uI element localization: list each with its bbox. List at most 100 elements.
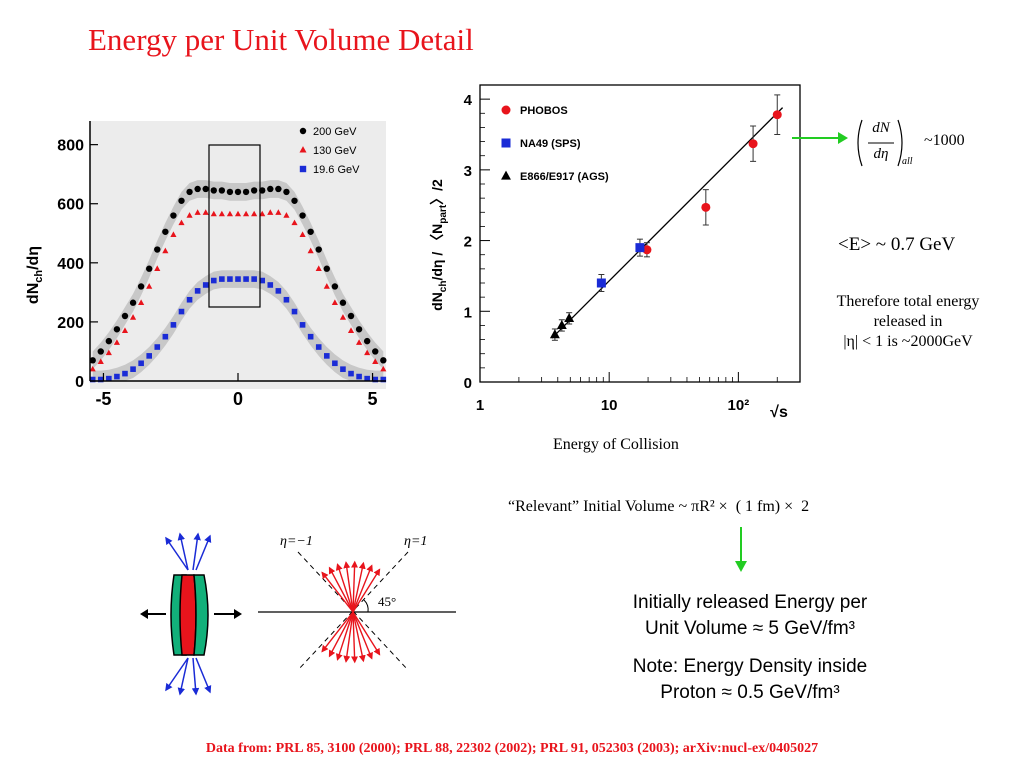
- data-point: [291, 197, 298, 204]
- data-point: [170, 322, 177, 328]
- data-point: [340, 366, 346, 372]
- data-point: [355, 326, 363, 333]
- data-point: [323, 265, 330, 272]
- particle-arrow: [343, 561, 354, 613]
- eta-plus1-label: η=1: [404, 534, 428, 549]
- particle-arrow: [328, 611, 354, 658]
- data-point: [347, 312, 355, 320]
- data-point: [113, 326, 121, 333]
- data-point: [243, 276, 249, 282]
- left-plot-frame-bg: [90, 121, 386, 389]
- particle-arrow: [352, 611, 381, 656]
- data-point: [324, 353, 330, 359]
- data-point: [105, 349, 112, 356]
- data-point: [635, 243, 645, 253]
- data-point: [315, 265, 322, 271]
- green-arrow-right: [792, 132, 848, 144]
- data-point: [194, 185, 201, 193]
- data-point: [259, 187, 266, 194]
- data-point: [210, 210, 217, 217]
- legend-label: 200 GeV: [313, 126, 357, 138]
- result-line3: Note: Energy Density inside: [632, 656, 868, 677]
- data-point: [331, 283, 339, 290]
- data-point: [106, 375, 112, 382]
- data-point: [275, 209, 282, 215]
- fit-line: [551, 107, 784, 339]
- particle-arrow: [328, 566, 354, 613]
- particle-arrow: [335, 611, 354, 661]
- data-point: [372, 348, 379, 355]
- result-line1: Initially released Energy per: [632, 592, 868, 613]
- formula-denominator: dη: [873, 146, 889, 162]
- formula-numerator: dN: [872, 120, 890, 136]
- data-point: [748, 139, 758, 149]
- data-point: [218, 187, 226, 194]
- data-point: [251, 276, 257, 282]
- x-tick-label: 0: [233, 389, 243, 409]
- legend-label: 130 GeV: [313, 145, 357, 157]
- data-point: [146, 353, 152, 359]
- legend-label: E866/E917 (AGS): [520, 171, 609, 183]
- data-point: [299, 231, 306, 237]
- data-point: [372, 358, 379, 365]
- data-point: [146, 265, 153, 272]
- volume-note: “Relevant” Initial Volume ~ πR² × ( 1 fm…: [508, 498, 810, 515]
- data-point: [138, 360, 144, 367]
- data-source-footer: Data from: PRL 85, 3100 (2000); PRL 88, …: [205, 741, 819, 756]
- legend-marker: [501, 170, 511, 180]
- data-point: [267, 282, 274, 288]
- x-tick-label: 5: [368, 389, 378, 409]
- data-point: [380, 357, 387, 364]
- data-point: [138, 299, 145, 305]
- data-point: [137, 283, 145, 290]
- data-point: [154, 344, 161, 350]
- data-point: [202, 282, 209, 288]
- data-point: [772, 110, 782, 120]
- data-point: [283, 188, 290, 196]
- data-point: [339, 299, 347, 306]
- data-point: [259, 277, 266, 284]
- data-point: [154, 246, 161, 253]
- legend-label: 19.6 GeV: [313, 164, 360, 176]
- data-point: [162, 228, 169, 235]
- data-point: [332, 360, 338, 367]
- data-point: [331, 299, 338, 305]
- left-chart-svg: 0 200 400 600 800 -5 0 5 200 GeV 130 GeV 19.6 GeV…: [25, 121, 387, 409]
- data-point: [235, 276, 241, 282]
- midrapidity-box: [208, 144, 261, 308]
- data-point: [364, 349, 371, 356]
- data-point: [210, 277, 217, 284]
- slide-title: Energy per Unit Volume Detail: [88, 22, 474, 57]
- data-point: [356, 339, 363, 345]
- eta-diagram: η=−1 η=1 45°: [258, 530, 458, 680]
- data-point: [97, 348, 104, 355]
- data-point: [299, 212, 306, 219]
- legend-label: PHOBOS: [520, 105, 568, 117]
- data-point: [234, 188, 242, 196]
- data-point: [89, 376, 96, 383]
- data-point: [202, 185, 209, 193]
- data-point: [194, 288, 201, 294]
- y-tick-label: 3: [464, 163, 472, 180]
- right-plot-frame: [479, 84, 801, 383]
- result-block: Initially released Energy per Unit Volum…: [590, 590, 910, 706]
- y-tick-label: 600: [57, 197, 84, 214]
- data-point: [267, 185, 274, 193]
- data-point: [380, 376, 387, 383]
- data-point: [275, 185, 282, 193]
- data-point: [186, 188, 193, 196]
- data-point: [178, 197, 185, 204]
- data-point: [315, 344, 322, 350]
- total-energy-note: Therefore total energy released in |η| <…: [808, 292, 1008, 352]
- data-point: [251, 210, 258, 217]
- left-chart: 0 200 400 600 800 -5 0 5 200 GeV 130 GeV 19.6 GeV…: [22, 115, 392, 415]
- data-point: [307, 247, 314, 254]
- eta-diagram-svg: [258, 551, 456, 671]
- particle-arrow: [352, 611, 373, 660]
- mean-energy-note: <E> ~ 0.7 GeV: [838, 234, 956, 255]
- uncertainty-band: [92, 270, 384, 381]
- result-line4: Proton ≈ 0.5 GeV/fm³: [660, 682, 840, 703]
- data-point: [218, 210, 225, 217]
- data-point: [186, 296, 193, 303]
- data-point: [291, 308, 298, 315]
